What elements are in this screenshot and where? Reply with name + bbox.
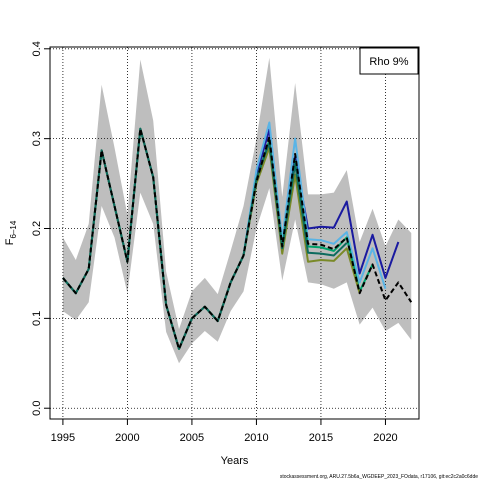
footer-source-text: stockassessment.org, ARU.27.5b6a_WGDEEP_…	[280, 474, 478, 480]
y-tick-label-3: 0.3	[31, 131, 43, 146]
confidence-band	[62, 57, 412, 364]
x-axis-title: Years	[221, 455, 249, 467]
x-tick-label-3: 2010	[244, 432, 268, 444]
x-tick-label-4: 2015	[309, 432, 333, 444]
x-tick-label-1: 2000	[115, 432, 139, 444]
x-axis: 1995 2000 2005 2010 2015 2020	[51, 418, 398, 444]
grid-layer	[50, 47, 419, 419]
y-axis: 0.0 0.1 0.2 0.3 0.4	[31, 41, 51, 416]
y-axis-title-sub: 6–14	[9, 220, 18, 238]
x-tick-label-2: 2005	[180, 432, 204, 444]
x-tick-label-0: 1995	[51, 432, 75, 444]
y-tick-label-4: 0.4	[31, 41, 43, 56]
y-tick-label-0: 0.0	[31, 401, 43, 416]
x-tick-label-5: 2020	[373, 432, 397, 444]
legend-box	[359, 47, 419, 75]
y-axis-title: F6–14	[4, 220, 18, 245]
legend-label: Rho 9%	[369, 56, 408, 68]
series-layer	[62, 121, 413, 350]
y-axis-title-main: F	[4, 238, 16, 245]
series-line-5	[62, 127, 413, 350]
y-tick-label-2: 0.2	[31, 221, 43, 236]
confidence-band-layer	[62, 57, 412, 364]
legend: Rho 9%	[359, 47, 419, 75]
y-tick-label-1: 0.1	[31, 311, 43, 326]
